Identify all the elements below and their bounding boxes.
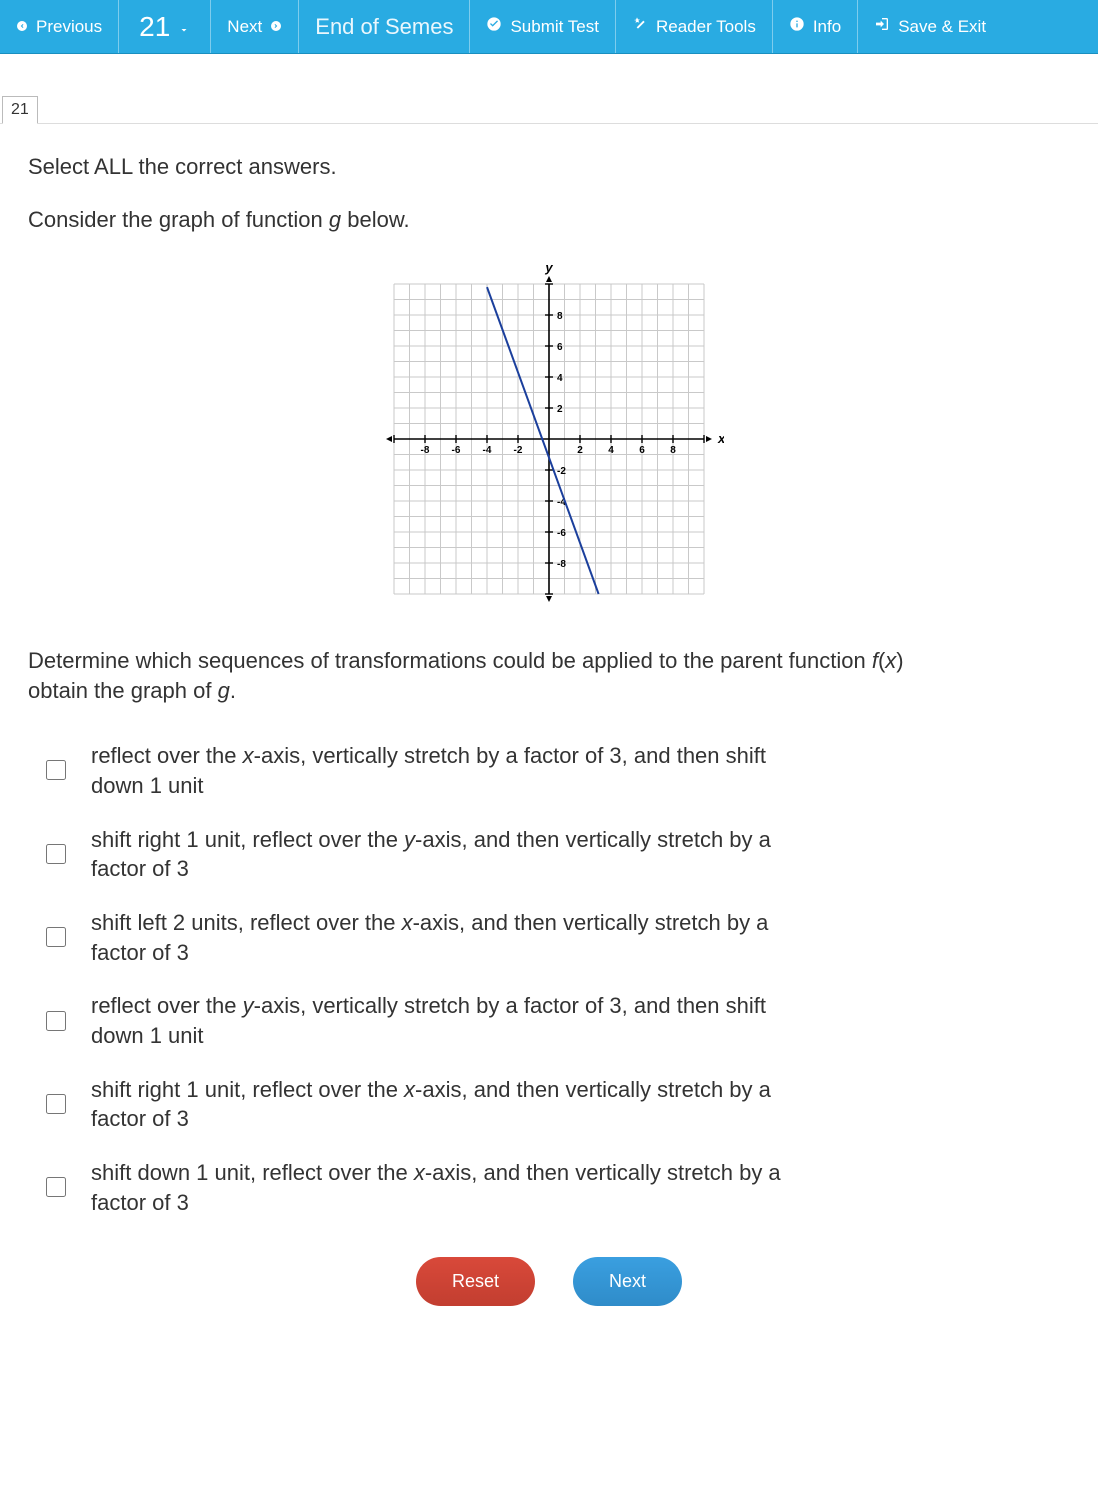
svg-text:-4: -4	[483, 445, 492, 456]
svg-text:8: 8	[557, 311, 563, 322]
svg-text:2: 2	[557, 404, 563, 415]
question-tab-number: 21	[11, 101, 29, 118]
prompt-post: below.	[341, 207, 410, 232]
prompt-pre: Consider the graph of function	[28, 207, 329, 232]
magic-wand-icon	[632, 16, 648, 37]
previous-label: Previous	[36, 17, 102, 37]
answer-checkbox[interactable]	[46, 844, 66, 864]
svg-text:6: 6	[557, 342, 563, 353]
determine-var: g	[218, 678, 230, 703]
answer-option: reflect over the x-axis, vertically stre…	[42, 741, 822, 800]
save-exit-label: Save & Exit	[898, 17, 986, 37]
determine-fn-arg: x	[885, 648, 896, 673]
previous-button[interactable]: Previous	[0, 0, 119, 53]
submit-label: Submit Test	[510, 17, 599, 37]
chevron-down-icon	[178, 11, 190, 43]
button-row: Reset Next	[28, 1257, 1070, 1306]
question-content: Select ALL the correct answers. Consider…	[0, 124, 1098, 1346]
answer-checkbox[interactable]	[46, 1094, 66, 1114]
check-circle-icon	[486, 16, 502, 37]
info-button[interactable]: Info	[773, 0, 858, 53]
next-label: Next	[609, 1271, 646, 1291]
answer-option: shift right 1 unit, reflect over the x-a…	[42, 1075, 822, 1134]
determine-mid: obtain the graph of	[28, 678, 218, 703]
determine-line: Determine which sequences of transformat…	[28, 646, 1070, 708]
svg-text:-6: -6	[452, 445, 461, 456]
answer-text: shift right 1 unit, reflect over the x-a…	[91, 1075, 822, 1134]
answer-option: shift down 1 unit, reflect over the x-ax…	[42, 1158, 822, 1217]
prompt-var: g	[329, 207, 341, 232]
question-number-dropdown[interactable]: 21	[119, 0, 211, 53]
next-question-button[interactable]: Next	[573, 1257, 682, 1306]
answer-text: shift left 2 units, reflect over the x-a…	[91, 908, 822, 967]
svg-text:6: 6	[639, 445, 645, 456]
reset-button[interactable]: Reset	[416, 1257, 535, 1306]
reader-label: Reader Tools	[656, 17, 756, 37]
svg-text:-2: -2	[514, 445, 523, 456]
exit-icon	[874, 16, 890, 37]
question-tab[interactable]: 21	[2, 96, 38, 124]
answer-option: shift right 1 unit, reflect over the y-a…	[42, 825, 822, 884]
reader-tools-button[interactable]: Reader Tools	[616, 0, 773, 53]
svg-text:-6: -6	[557, 528, 566, 539]
graph-svg: -8-6-4-22468-8-6-4-22468xy	[374, 264, 724, 614]
save-exit-button[interactable]: Save & Exit	[858, 0, 1002, 53]
svg-text:-8: -8	[557, 559, 566, 570]
chevron-right-icon	[270, 17, 282, 37]
instruction-text: Select ALL the correct answers.	[28, 152, 1070, 183]
test-title-text: End of Semes	[315, 14, 453, 40]
question-tab-row: 21	[0, 84, 1098, 124]
answer-checkbox[interactable]	[46, 1177, 66, 1197]
answer-option: reflect over the y-axis, vertically stre…	[42, 991, 822, 1050]
info-icon	[789, 16, 805, 37]
svg-text:-8: -8	[421, 445, 430, 456]
svg-text:4: 4	[608, 445, 614, 456]
top-toolbar: Previous 21 Next End of Semes Submit Tes…	[0, 0, 1098, 54]
svg-text:8: 8	[670, 445, 676, 456]
question-number-value: 21	[139, 11, 170, 43]
answer-text: shift down 1 unit, reflect over the x-ax…	[91, 1158, 822, 1217]
determine-pre: Determine which sequences of transformat…	[28, 648, 872, 673]
determine-paren-close: )	[896, 648, 903, 673]
answer-option: shift left 2 units, reflect over the x-a…	[42, 908, 822, 967]
answer-checkbox[interactable]	[46, 1011, 66, 1031]
svg-text:4: 4	[557, 373, 563, 384]
svg-text:x: x	[717, 431, 724, 446]
answers-list: reflect over the x-axis, vertically stre…	[28, 741, 1070, 1217]
chevron-left-icon	[16, 17, 28, 37]
reset-label: Reset	[452, 1271, 499, 1291]
answer-text: reflect over the y-axis, vertically stre…	[91, 991, 822, 1050]
determine-end: .	[230, 678, 236, 703]
svg-text:-2: -2	[557, 466, 566, 477]
test-title: End of Semes	[299, 0, 470, 53]
svg-text:2: 2	[577, 445, 583, 456]
answer-checkbox[interactable]	[46, 760, 66, 780]
graph-border: -8-6-4-22468-8-6-4-22468xy	[368, 258, 730, 620]
answer-text: reflect over the x-axis, vertically stre…	[91, 741, 822, 800]
submit-test-button[interactable]: Submit Test	[470, 0, 616, 53]
next-label: Next	[227, 17, 262, 37]
prompt-line: Consider the graph of function g below.	[28, 205, 1070, 236]
answer-checkbox[interactable]	[46, 927, 66, 947]
info-label: Info	[813, 17, 841, 37]
next-button[interactable]: Next	[211, 0, 299, 53]
svg-text:y: y	[544, 264, 553, 275]
graph-container: -8-6-4-22468-8-6-4-22468xy	[28, 258, 1070, 620]
answer-text: shift right 1 unit, reflect over the y-a…	[91, 825, 822, 884]
